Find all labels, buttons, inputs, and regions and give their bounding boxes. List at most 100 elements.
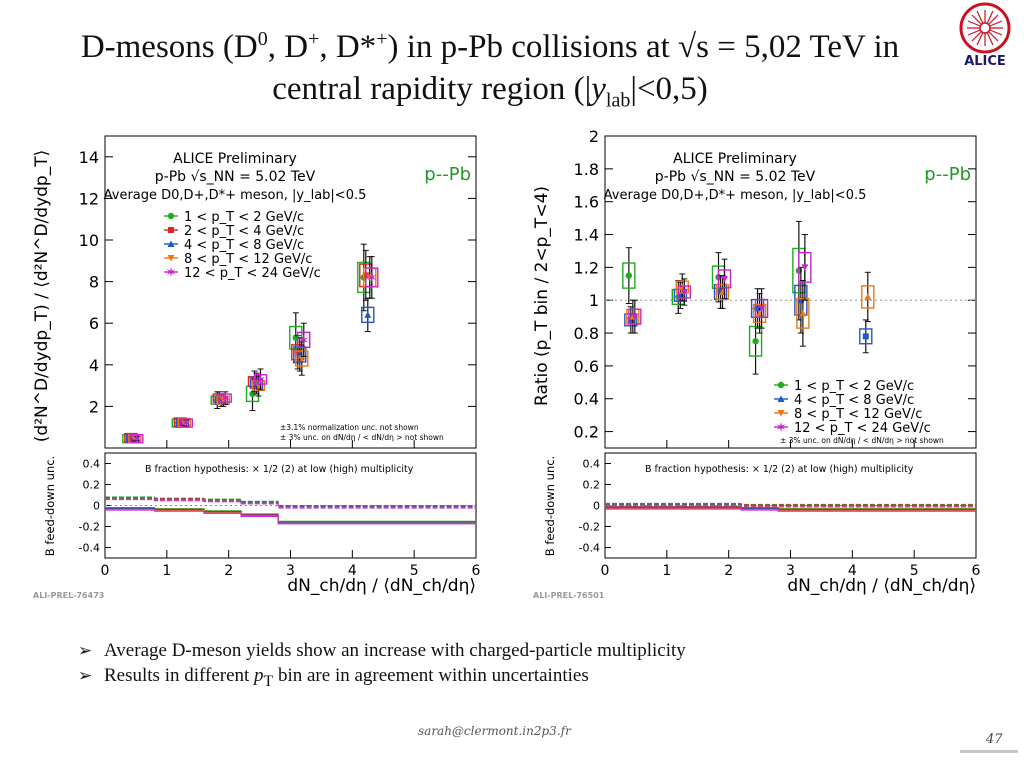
systematic-box xyxy=(628,308,642,325)
x-tick-label: 4 xyxy=(848,563,857,579)
x-tick-label: 2 xyxy=(224,563,233,579)
data-point-marker xyxy=(631,313,639,321)
data-point-marker: ✶ xyxy=(165,265,177,281)
systematic-box xyxy=(798,251,812,283)
data-point-marker xyxy=(797,297,804,304)
x-tick-label: 0 xyxy=(601,563,610,579)
systematic-box xyxy=(677,285,691,299)
alice-logo-icon xyxy=(959,2,1011,54)
feed-down-upper-band xyxy=(605,504,976,507)
data-point-marker xyxy=(777,410,785,417)
data-point-marker xyxy=(627,316,634,323)
chart-header-line: ALICE Preliminary xyxy=(173,151,297,167)
feed-down-upper-band xyxy=(605,505,976,508)
systematic-box xyxy=(859,328,873,345)
arrow-bullet-icon: ➢ xyxy=(78,641,93,660)
feed-down-lower-band xyxy=(605,508,976,512)
data-point-marker xyxy=(364,311,372,318)
footer-divider xyxy=(960,750,1018,753)
y-tick-label: 1.4 xyxy=(574,226,599,245)
systematic-box xyxy=(361,306,375,324)
sub-y-tick-label: 0.2 xyxy=(583,479,601,492)
bullet-list: ➢ Average D-meson yields show an increas… xyxy=(78,640,978,694)
legend-label: 4 < p_T < 8 GeV/c xyxy=(794,393,914,408)
y-tick-label: 1.8 xyxy=(574,160,599,179)
x-tick-label: 0 xyxy=(101,563,110,579)
data-point-marker xyxy=(167,255,175,262)
systematic-box xyxy=(754,298,769,318)
y-tick-label: 4 xyxy=(89,356,99,375)
subpanel-y-axis-title: B feed-down unc. xyxy=(543,456,557,556)
chart-header-line: p-Pb √s_NN = 5.02 TeV xyxy=(155,169,316,185)
x-tick-label: 4 xyxy=(348,563,357,579)
data-point-marker xyxy=(294,349,301,356)
bullet-item: ➢ Results in different pT bin are in agr… xyxy=(78,665,978,691)
systematic-box xyxy=(675,280,689,294)
subpanel-note: B fraction hypothesis: × 1/2 (2) at low … xyxy=(145,464,414,475)
x-tick-label: 5 xyxy=(410,563,419,579)
y-tick-label: 1 xyxy=(589,291,599,310)
legend-label: 12 < p_T < 24 GeV/c xyxy=(184,266,321,281)
bullet-item: ➢ Average D-meson yields show an increas… xyxy=(78,640,978,662)
systematic-box xyxy=(253,373,268,385)
systematic-box xyxy=(748,325,763,357)
title-line-2: central rapidity region (|ylab|<0,5) xyxy=(272,71,708,112)
systematic-box xyxy=(251,380,266,391)
systematic-box xyxy=(218,393,232,403)
data-point-marker xyxy=(680,289,688,296)
feed-down-upper-band xyxy=(605,503,976,506)
x-tick-label: 2 xyxy=(724,563,733,579)
sub-y-tick-label: -0.4 xyxy=(79,542,100,555)
legend-label: 4 < p_T < 8 GeV/c xyxy=(184,238,304,253)
data-point-marker xyxy=(777,395,785,402)
data-point-marker xyxy=(677,292,684,299)
x-tick-label: 5 xyxy=(910,563,919,579)
chart-header-line: Average D0,D+,D*+ meson, |y_lab|<0.5 xyxy=(104,188,367,203)
data-point-marker xyxy=(625,272,633,279)
data-point-marker xyxy=(801,264,809,271)
title-line-1: D-mesons (D0, D+, D*+) in p-Pb collision… xyxy=(80,28,900,65)
x-tick-label: 1 xyxy=(662,563,671,579)
y-tick-label: 10 xyxy=(79,231,99,250)
data-point-marker: ✶ xyxy=(180,416,192,432)
y-tick-label: 8 xyxy=(89,273,99,292)
y-tick-label: 6 xyxy=(89,314,99,333)
subpanel-note: B fraction hypothesis: × 1/2 (2) at low … xyxy=(645,464,914,475)
systematic-box xyxy=(179,418,193,428)
preliminary-id-label: ALI-PREL-76473 xyxy=(33,591,104,600)
chart-header-line: ALICE Preliminary xyxy=(673,151,797,167)
sub-y-tick-label: -0.2 xyxy=(579,521,600,534)
feed-down-lower-band xyxy=(105,509,476,525)
data-point-marker: ✶ xyxy=(131,432,143,448)
systematic-box xyxy=(715,283,730,301)
y-tick-label: 0.4 xyxy=(574,390,599,409)
arrow-bullet-icon: ➢ xyxy=(78,666,93,685)
data-point-marker xyxy=(864,293,872,300)
data-point-marker: ✶ xyxy=(775,420,787,436)
systematic-box xyxy=(796,297,810,329)
legend-label: 8 < p_T < 12 GeV/c xyxy=(794,407,922,422)
data-point-marker xyxy=(717,289,724,295)
y-tick-label: 1.2 xyxy=(574,258,599,277)
sub-y-tick-label: 0 xyxy=(93,500,100,513)
systematic-box xyxy=(130,433,144,444)
data-point-marker: ✶ xyxy=(219,391,231,407)
alice-logo: ALICE xyxy=(955,2,1015,74)
subpanel-y-axis-title: B feed-down unc. xyxy=(43,456,57,556)
sub-y-tick-label: -0.2 xyxy=(79,521,100,534)
y-axis-title: (d²N^D/dydp_T) / ⟨d²N^D/dydp_T⟩ xyxy=(32,150,52,442)
legend-label: 2 < p_T < 4 GeV/c xyxy=(184,224,304,239)
data-point-marker xyxy=(777,381,785,389)
y-tick-label: 0.2 xyxy=(574,423,599,442)
data-point-marker xyxy=(720,275,728,283)
page-number: 47 xyxy=(986,732,1003,747)
legend-label: 1 < p_T < 2 GeV/c xyxy=(794,379,914,394)
systematic-box xyxy=(752,303,767,323)
legend-label: 8 < p_T < 12 GeV/c xyxy=(184,252,312,267)
y-tick-label: 14 xyxy=(79,148,99,167)
data-point-marker xyxy=(754,305,761,312)
data-point-marker xyxy=(298,355,306,363)
x-axis-title: dN_ch/dη / ⟨dN_ch/dη⟩ xyxy=(787,576,976,596)
bullet-text: Average D-meson yields show an increase … xyxy=(104,640,686,661)
system-label: p--Pb xyxy=(924,164,971,185)
